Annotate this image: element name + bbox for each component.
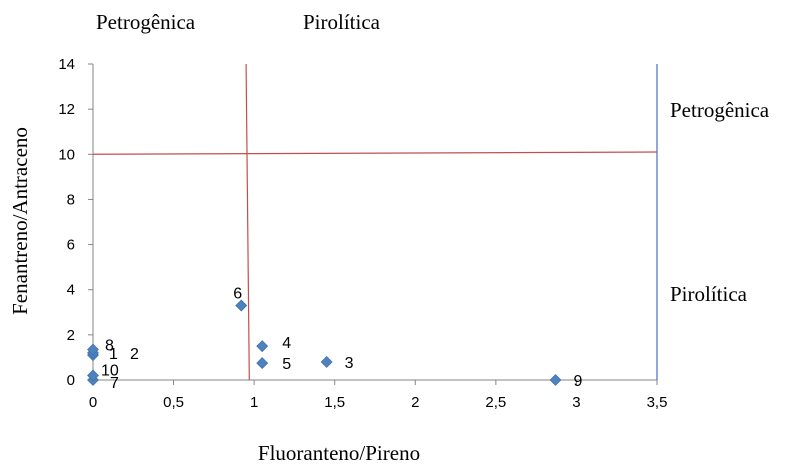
data-point-label: 9 <box>573 373 582 390</box>
y-tick-label: 2 <box>67 327 75 344</box>
y-tick-label: 10 <box>58 146 75 163</box>
data-point-marker <box>256 357 269 369</box>
region-label-top-right: Pirolítica <box>303 10 381 34</box>
data-point-marker <box>235 299 248 312</box>
data-point-label: 2 <box>130 346 139 363</box>
x-tick-label: 3 <box>572 394 580 411</box>
y-tick-label: 14 <box>58 56 75 73</box>
y-tick-label: 8 <box>67 191 75 208</box>
horizontal-threshold-line <box>92 151 658 155</box>
threshold-lines <box>92 63 658 381</box>
data-point-label: 3 <box>345 355 354 372</box>
data-points: 1 2 3 4 5 6 7 8 9 10 <box>87 286 582 392</box>
y-tick-label: 4 <box>67 282 75 299</box>
y-tick-label: 12 <box>58 101 75 118</box>
data-point-label: 5 <box>282 356 291 373</box>
y-axis-title: Fenantreno/Antraceno <box>8 127 32 315</box>
x-tick-label: 1,5 <box>324 394 345 411</box>
region-label-right-upper: Petrogênica <box>670 98 770 122</box>
data-point-label: 8 <box>105 338 114 355</box>
data-point-label: 4 <box>282 335 291 352</box>
y-tick-label: 6 <box>67 237 75 254</box>
data-point-label: 7 <box>110 375 119 392</box>
vertical-threshold-line <box>245 63 250 381</box>
x-tick-label: 0 <box>89 394 97 411</box>
region-label-top-left: Petrogênica <box>96 10 196 34</box>
data-point-marker <box>549 374 562 386</box>
data-point-marker <box>87 369 99 382</box>
x-tick-label: 2 <box>411 394 419 411</box>
data-point-marker <box>87 343 99 356</box>
x-axis-title: Fluoranteno/Pireno <box>258 441 420 464</box>
data-point-label: 1 <box>109 346 118 363</box>
region-label-right-lower: Pirolítica <box>670 282 748 306</box>
data-point-marker <box>320 356 333 368</box>
x-tick-label: 2,5 <box>485 394 506 411</box>
y-tick-label: 0 <box>67 372 75 389</box>
data-point-label: 6 <box>233 286 242 303</box>
data-point-label: 10 <box>101 362 119 379</box>
x-tick-label: 3,5 <box>647 394 668 411</box>
x-tick-label: 1 <box>250 394 258 411</box>
x-tick-label: 0,5 <box>163 394 184 411</box>
data-point-marker <box>256 340 269 353</box>
